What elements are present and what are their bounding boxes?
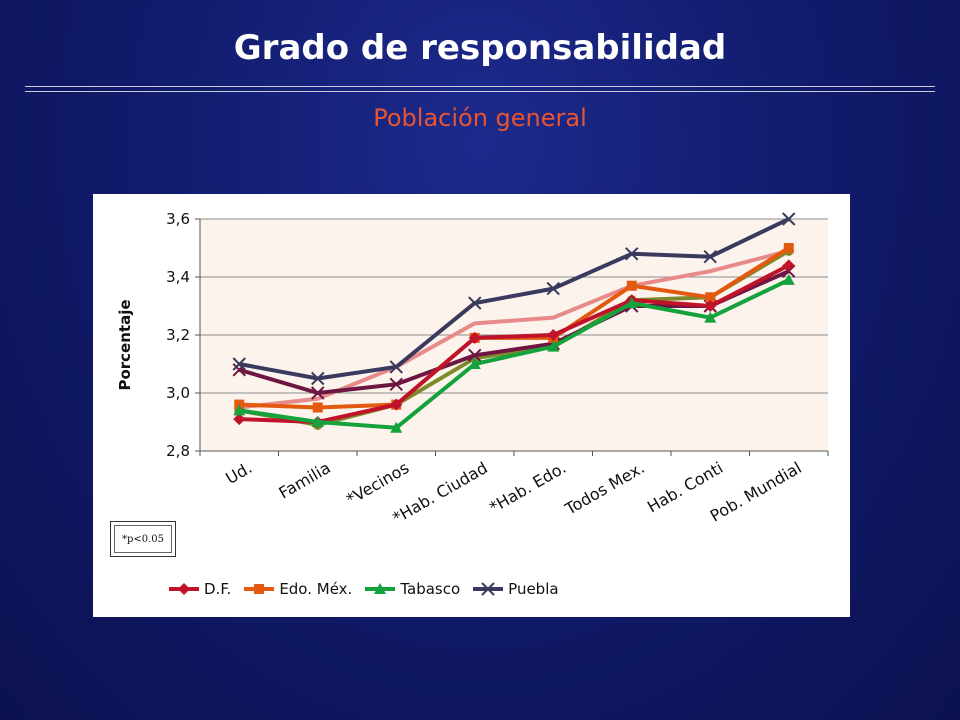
y-tick-label: 3,6 — [166, 210, 190, 228]
data-point — [389, 360, 403, 374]
x-tick-label: Todos Mex. — [561, 458, 648, 519]
data-point — [547, 329, 560, 341]
legend-label: Puebla — [508, 580, 559, 598]
legend-item: Tabasco — [364, 580, 460, 598]
data-point — [704, 311, 717, 323]
legend-marker — [178, 583, 190, 595]
data-point — [312, 402, 323, 413]
data-point — [389, 377, 403, 392]
data-point — [468, 348, 482, 363]
data-point — [625, 297, 638, 309]
data-point — [704, 300, 717, 312]
series-line — [238, 217, 790, 381]
data-point — [705, 292, 716, 303]
data-point — [783, 243, 794, 253]
x-tick-label: *Vecinos — [343, 458, 412, 509]
data-point — [468, 331, 481, 344]
data-point — [390, 421, 403, 433]
legend-marker — [481, 582, 495, 596]
data-point — [547, 340, 560, 352]
y-tick-label: 3,0 — [166, 384, 190, 402]
chart-legend: D.F. Edo. Méx. Tabasco Puebla — [168, 578, 768, 600]
footnote-text: *p<0.05 — [114, 525, 172, 553]
data-point — [233, 404, 246, 416]
chart-panel: 2,8 3,0 3,2 3,4 3,6 Porcentaje Ud. Familia *Veci… — [93, 194, 850, 617]
y-tick-label: 3,2 — [166, 326, 190, 344]
legend-marker — [254, 584, 265, 594]
x-tick-label: Ud. — [222, 458, 255, 488]
series-line — [239, 263, 790, 424]
legend-item: D.F. — [168, 580, 231, 598]
data-point — [703, 249, 717, 264]
x-tick-label: *Hab. Edo. — [486, 458, 569, 517]
footnote-box: *p<0.05 — [110, 521, 176, 557]
data-point — [782, 259, 795, 272]
slide-subtitle: Población general — [373, 104, 587, 132]
legend-label: D.F. — [204, 580, 232, 598]
legend-swatch — [244, 584, 275, 594]
data-point — [468, 296, 482, 310]
data-point — [782, 212, 796, 226]
series-line — [238, 278, 790, 430]
y-axis-label: Porcentaje — [116, 299, 134, 390]
legend-label: Tabasco — [400, 580, 461, 598]
legend-item: Edo. Méx. — [243, 580, 352, 598]
series-tabasco — [233, 273, 795, 433]
x-tick-label: Familia — [276, 458, 334, 503]
title-rule — [25, 86, 935, 92]
data-point — [390, 398, 403, 411]
y-tick-label: 2,8 — [166, 442, 190, 460]
legend-swatch — [365, 583, 396, 594]
data-point — [626, 280, 637, 291]
series-puebla — [232, 212, 796, 386]
data-point — [782, 273, 795, 285]
legend-marker — [374, 583, 387, 594]
legend-swatch — [169, 583, 199, 595]
y-tick-label: 3,4 — [166, 268, 190, 286]
data-point — [546, 281, 560, 296]
legend-swatch — [473, 582, 504, 596]
legend-label: Edo. Méx. — [279, 580, 353, 598]
data-point — [233, 413, 246, 426]
data-point — [625, 247, 639, 261]
legend-item: Puebla — [472, 580, 559, 598]
slide-title: Grado de responsabilidad — [233, 28, 727, 68]
data-point — [311, 386, 325, 400]
data-point — [232, 357, 246, 371]
data-point — [311, 371, 325, 386]
line-chart: 2,8 3,0 3,2 3,4 3,6 Porcentaje Ud. Familia *Veci… — [116, 210, 829, 527]
data-point — [311, 416, 324, 427]
data-point — [468, 358, 481, 369]
